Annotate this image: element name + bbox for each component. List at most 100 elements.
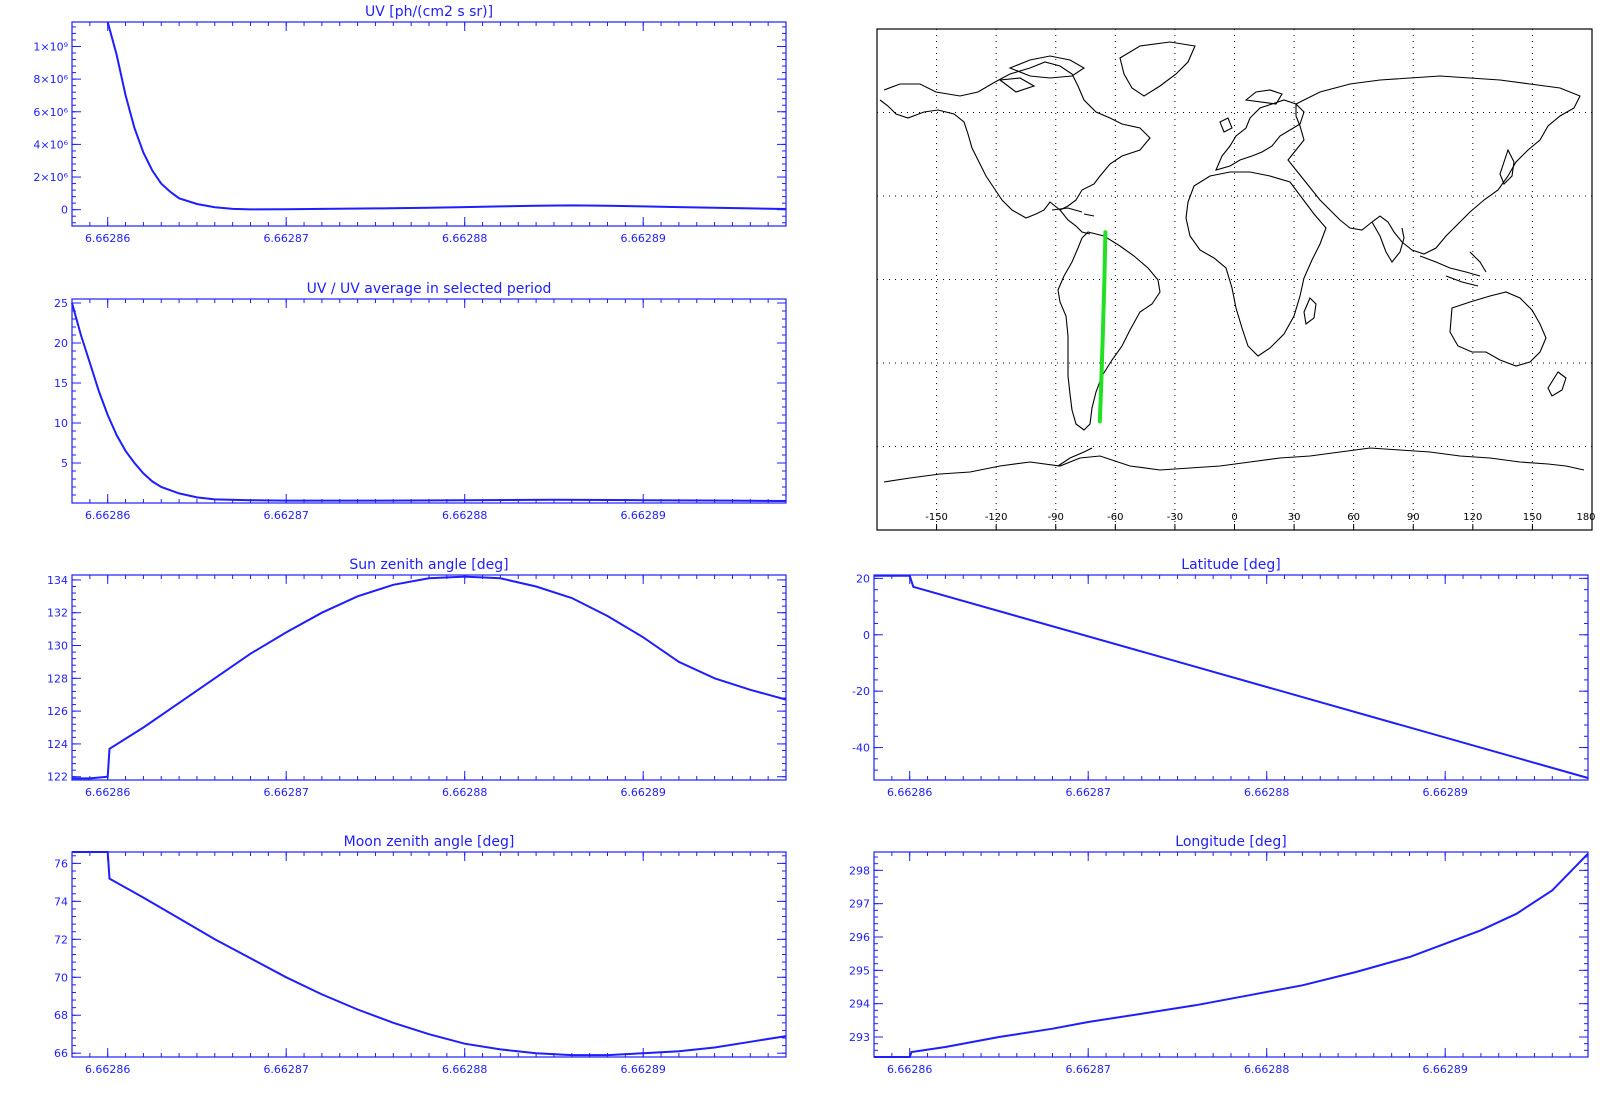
x-tick-label: 6.66289 [620, 232, 666, 245]
y-tick-label: 76 [54, 857, 68, 870]
series-line [874, 853, 1589, 1058]
coastline-new-zealand [1547, 371, 1567, 397]
y-tick-label: 70 [54, 971, 68, 984]
map-lon-tick-label: 180 [1576, 512, 1595, 523]
x-tick-label: 6.66289 [1422, 1063, 1468, 1076]
x-tick-label: 6.66289 [620, 1063, 666, 1076]
coastline-india [1371, 221, 1405, 263]
map-coastlines [879, 41, 1585, 483]
y-tick-label: 4×10⁶ [33, 138, 68, 151]
coastline-japan [1499, 148, 1515, 185]
x-tick-label: 6.66286 [85, 786, 131, 799]
world-map: -150 -120 -90 -60 -30 0 30 60 90 120 150 180 [876, 28, 1596, 531]
map-lon-tick-label: 150 [1523, 512, 1542, 523]
map-frame [876, 28, 1593, 531]
plot-title: Moon zenith angle [deg] [344, 834, 515, 850]
x-tick-label: 6.66286 [85, 1063, 131, 1076]
series-line [72, 851, 787, 1057]
map-lon-tick-label: 90 [1407, 512, 1420, 523]
y-tick-label: 10 [54, 417, 68, 430]
plot-frame [71, 21, 787, 227]
plot-frame [71, 298, 787, 504]
latitude-plot: Latitude [deg] 6.66286 6.66287 6.66288 6.662… [852, 557, 1589, 799]
x-tick-label: 6.66287 [1065, 786, 1111, 799]
coastline-madagascar [1303, 297, 1317, 325]
uv-ratio-plot: UV / UV average in selected period 6.6628… [54, 281, 787, 522]
series-line [874, 574, 1589, 779]
uv-plot: UV [ph/(cm2 s sr)] 6.66286 6.66287 6.66288 6… [33, 4, 787, 245]
map-lon-tick-label: 30 [1288, 512, 1301, 523]
x-tick-label: 6.66287 [263, 509, 309, 522]
x-tick-label: 6.66287 [263, 1063, 309, 1076]
y-tick-label: 2×10⁶ [33, 171, 68, 184]
y-tick-label: 296 [849, 931, 870, 944]
x-tick-label: 6.66287 [263, 786, 309, 799]
y-tick-label: 134 [47, 574, 68, 587]
x-tick-label: 6.66288 [442, 786, 488, 799]
y-tick-label: 5 [61, 457, 68, 470]
coastline-greenland [1119, 41, 1196, 97]
map-lon-tick-label: 60 [1347, 512, 1360, 523]
y-tick-label: 122 [47, 771, 68, 784]
y-tick-label: 0 [61, 204, 68, 217]
x-tick-label: 6.66288 [442, 232, 488, 245]
plot-title: Sun zenith angle [deg] [349, 557, 508, 573]
map-lon-tick-label: 120 [1463, 512, 1482, 523]
map-lon-tick-label: -120 [985, 512, 1008, 523]
map-lon-tick-label: 0 [1231, 512, 1237, 523]
y-tick-label: 293 [849, 1031, 870, 1044]
y-tick-label: 6×10⁶ [33, 106, 68, 119]
plot-frame [71, 851, 787, 1058]
coastline-europe [1215, 89, 1305, 171]
plot-title: UV [ph/(cm2 s sr)] [365, 4, 493, 20]
coastline-south-america [1057, 231, 1161, 431]
y-tick-label: 298 [849, 864, 870, 877]
plot-frame [873, 851, 1589, 1058]
satellite-ground-track [1097, 230, 1108, 424]
coastline-asia [1287, 75, 1581, 255]
x-tick-label: 6.66289 [1422, 786, 1468, 799]
x-tick-label: 6.66289 [620, 786, 666, 799]
map-lon-ticks: -150 -120 -90 -60 -30 0 30 60 90 120 150 180 [925, 512, 1596, 530]
coastline-indonesia [1419, 251, 1487, 287]
x-tick-label: 6.66288 [442, 509, 488, 522]
map-lon-tick-label: -150 [925, 512, 948, 523]
map-lon-tick-label: -30 [1167, 512, 1183, 523]
y-tick-label: 297 [849, 898, 870, 911]
coastline-africa [1185, 171, 1327, 357]
y-tick-label: 132 [47, 607, 68, 620]
y-tick-label: 1×10⁹ [33, 40, 68, 53]
coastline-antarctica [883, 447, 1585, 483]
x-tick-label: 6.66289 [620, 509, 666, 522]
ground-track-line [1097, 230, 1108, 424]
y-tick-label: 20 [856, 572, 870, 585]
longitude-plot: Longitude [deg] 6.66286 6.66287 6.66288 6.66… [849, 834, 1589, 1076]
y-tick-label: 128 [47, 672, 68, 685]
y-tick-label: 294 [849, 998, 870, 1011]
y-tick-label: 130 [47, 640, 68, 653]
coastline-central-america [1059, 209, 1091, 235]
x-tick-label: 6.66286 [887, 1063, 933, 1076]
plot-title: Latitude [deg] [1181, 557, 1280, 573]
coastline-caribbean [1051, 207, 1095, 217]
series-line [72, 575, 787, 780]
series-line [106, 21, 787, 211]
coastline-antarctic-peninsula [1057, 447, 1093, 467]
x-tick-label: 6.66288 [1244, 1063, 1290, 1076]
map-lon-tick-label: -60 [1107, 512, 1123, 523]
moon-zenith-plot: Moon zenith angle [deg] 6.66286 6.66287 6.6… [54, 834, 787, 1076]
y-tick-label: 66 [54, 1047, 68, 1060]
y-tick-label: 25 [54, 297, 68, 310]
plot-title: Longitude [deg] [1175, 834, 1286, 850]
coastline-north-america [879, 61, 1151, 219]
y-tick-label: 124 [47, 738, 68, 751]
coastline-arctic-islands [998, 55, 1086, 93]
y-tick-label: -40 [852, 742, 870, 755]
y-tick-label: 126 [47, 705, 68, 718]
y-tick-label: 20 [54, 337, 68, 350]
x-tick-label: 6.66286 [85, 232, 131, 245]
x-tick-label: 6.66287 [263, 232, 309, 245]
series-line [71, 302, 787, 502]
y-tick-label: 295 [849, 964, 870, 977]
